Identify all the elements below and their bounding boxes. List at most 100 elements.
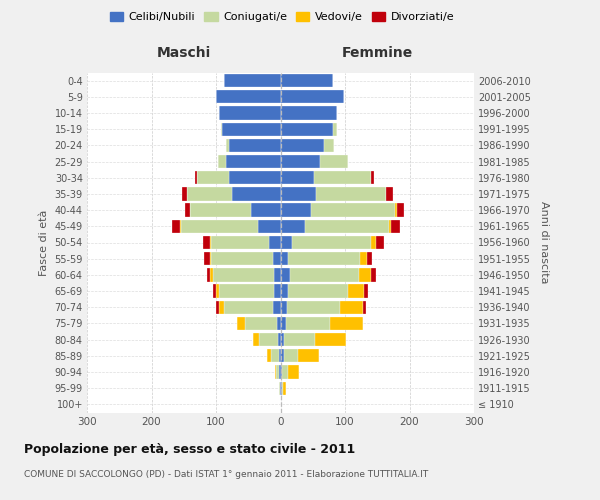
Bar	[281, 317, 286, 330]
Bar	[281, 122, 334, 136]
Bar	[281, 284, 288, 298]
Bar	[182, 188, 187, 200]
Bar	[281, 220, 305, 233]
Bar	[219, 284, 274, 298]
Bar	[281, 268, 290, 281]
Bar	[275, 366, 276, 378]
Bar	[316, 333, 346, 346]
Bar	[281, 349, 284, 362]
Bar	[287, 300, 340, 314]
Bar	[284, 349, 298, 362]
Bar	[251, 204, 281, 217]
Bar	[209, 252, 211, 266]
Bar	[281, 366, 283, 378]
Bar	[281, 171, 314, 184]
Bar	[180, 220, 181, 233]
Bar	[281, 236, 292, 249]
Bar	[209, 236, 211, 249]
Bar	[281, 252, 288, 266]
Bar	[237, 317, 245, 330]
Bar	[334, 122, 337, 136]
Bar	[305, 220, 389, 233]
Bar	[281, 204, 311, 217]
Bar	[359, 268, 371, 281]
Bar	[316, 188, 386, 200]
Text: Maschi: Maschi	[157, 46, 211, 60]
Bar	[371, 268, 376, 281]
Bar	[325, 138, 334, 152]
Bar	[273, 252, 281, 266]
Bar	[397, 204, 404, 217]
Bar	[367, 252, 372, 266]
Bar	[281, 106, 337, 120]
Bar	[205, 252, 209, 266]
Bar	[258, 220, 281, 233]
Legend: Celibi/Nubili, Coniugati/e, Vedovi/e, Divorziati/e: Celibi/Nubili, Coniugati/e, Vedovi/e, Di…	[106, 7, 458, 26]
Bar	[219, 300, 224, 314]
Bar	[281, 300, 287, 314]
Bar	[361, 252, 367, 266]
Bar	[213, 268, 274, 281]
Text: COMUNE DI SACCOLONGO (PD) - Dati ISTAT 1° gennaio 2011 - Elaborazione TUTTITALIA: COMUNE DI SACCOLONGO (PD) - Dati ISTAT 1…	[24, 470, 428, 479]
Bar	[288, 284, 347, 298]
Bar	[281, 90, 344, 104]
Bar	[187, 188, 232, 200]
Bar	[281, 382, 282, 395]
Bar	[281, 74, 334, 87]
Bar	[314, 171, 371, 184]
Bar	[281, 155, 320, 168]
Bar	[224, 74, 281, 87]
Bar	[340, 300, 363, 314]
Bar	[276, 366, 279, 378]
Bar	[284, 333, 316, 346]
Bar	[224, 300, 273, 314]
Bar	[280, 382, 281, 395]
Bar	[363, 300, 366, 314]
Bar	[279, 366, 281, 378]
Bar	[269, 236, 281, 249]
Bar	[232, 188, 281, 200]
Y-axis label: Anni di nascita: Anni di nascita	[539, 201, 550, 283]
Bar	[253, 333, 259, 346]
Bar	[371, 171, 374, 184]
Bar	[219, 106, 281, 120]
Bar	[271, 349, 278, 362]
Bar	[389, 220, 391, 233]
Bar	[211, 252, 273, 266]
Bar	[278, 382, 280, 395]
Bar	[229, 138, 281, 152]
Bar	[267, 349, 271, 362]
Bar	[181, 220, 258, 233]
Bar	[281, 188, 316, 200]
Bar	[190, 204, 251, 217]
Bar	[229, 171, 281, 184]
Bar	[277, 317, 281, 330]
Bar	[311, 204, 395, 217]
Bar	[221, 122, 223, 136]
Bar	[185, 204, 190, 217]
Bar	[216, 90, 281, 104]
Bar	[278, 333, 281, 346]
Bar	[329, 317, 363, 330]
Bar	[211, 236, 269, 249]
Bar	[371, 236, 376, 249]
Bar	[386, 188, 394, 200]
Bar	[283, 382, 286, 395]
Bar	[274, 268, 281, 281]
Bar	[282, 382, 283, 395]
Bar	[226, 138, 229, 152]
Bar	[290, 268, 359, 281]
Bar	[197, 171, 229, 184]
Y-axis label: Fasce di età: Fasce di età	[39, 210, 49, 276]
Bar	[298, 349, 319, 362]
Bar	[364, 284, 368, 298]
Bar	[218, 155, 226, 168]
Bar	[292, 236, 371, 249]
Bar	[320, 155, 347, 168]
Bar	[223, 122, 281, 136]
Bar	[281, 333, 284, 346]
Bar	[226, 155, 281, 168]
Bar	[207, 268, 210, 281]
Bar	[213, 284, 216, 298]
Bar	[288, 252, 361, 266]
